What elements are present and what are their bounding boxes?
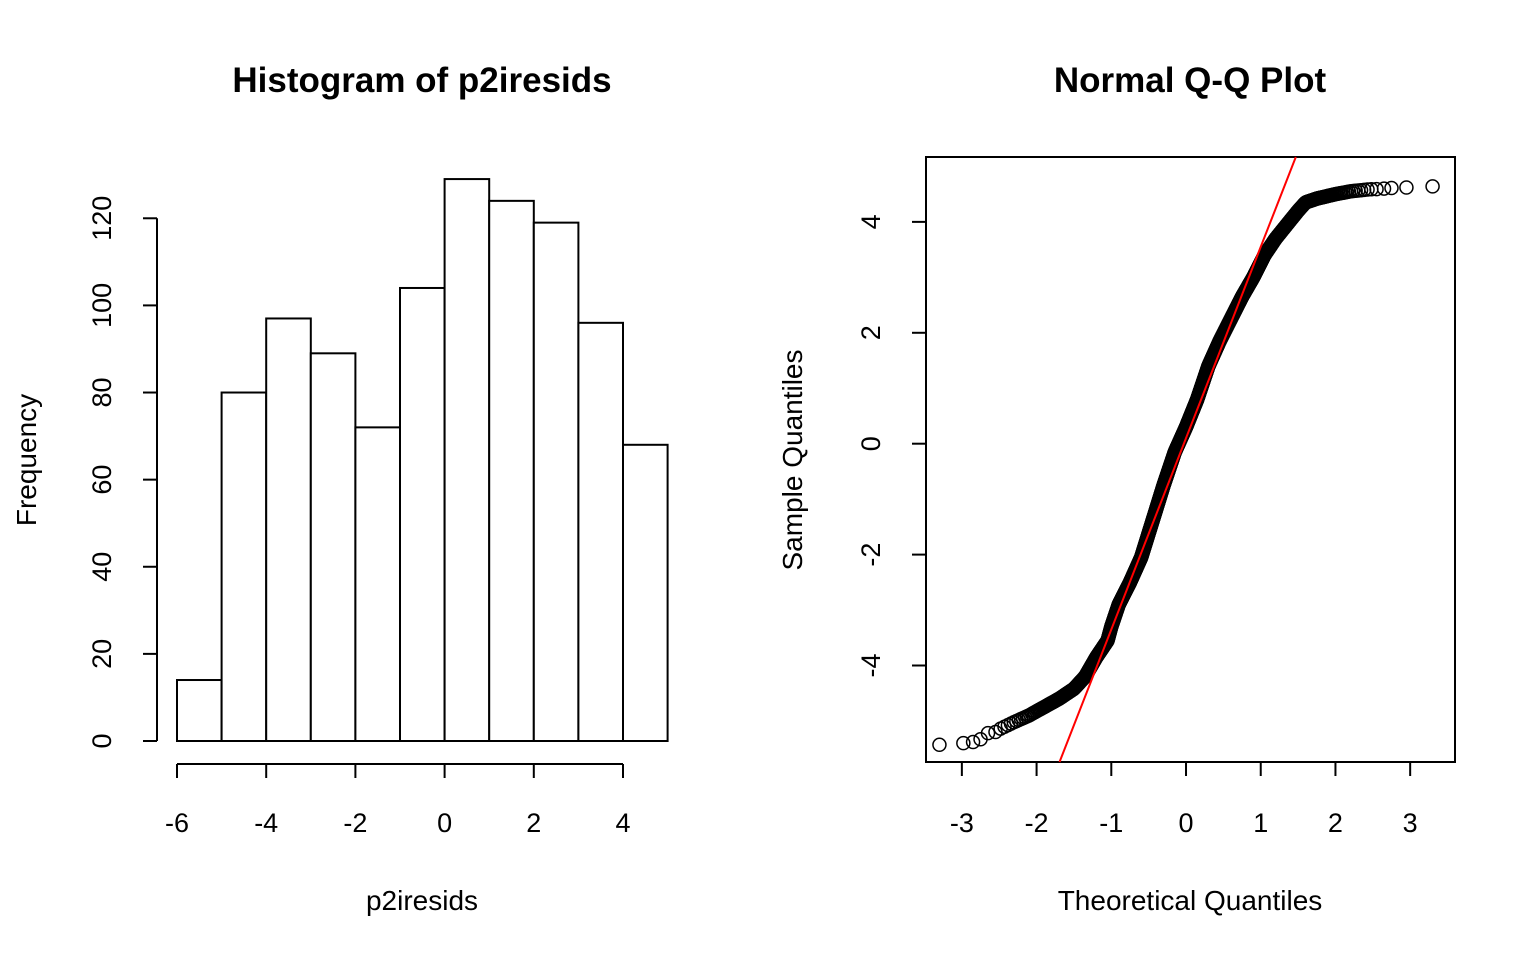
qq-panel: Normal Q-Q Plot -3 -2 -1 0 1 2 3 -4 -2 0 2 4 Theor…: [777, 61, 1456, 916]
qq-y-axis-label: Sample Quantiles: [777, 349, 808, 570]
qq-reference-line: [1058, 156, 1297, 763]
histogram-y-axis-label: Frequency: [11, 394, 42, 526]
histogram-bars: [176, 178, 669, 743]
qq-point: [1376, 181, 1392, 196]
histogram-bar: [488, 199, 535, 742]
histogram-bar: [622, 443, 669, 742]
qq-plot-frame: [925, 156, 1456, 763]
histogram-x-tick-label: -4: [254, 808, 278, 838]
histogram-bar: [532, 221, 580, 743]
qq-x-tick-label: 0: [1179, 808, 1194, 838]
histogram-bar: [399, 286, 446, 742]
qq-point: [1369, 181, 1384, 197]
histogram-title: Histogram of p2iresids: [232, 61, 611, 100]
histogram-bar: [220, 391, 268, 742]
histogram-x-tick-label: -6: [165, 808, 189, 838]
qq-y-tick-label: 4: [856, 214, 886, 229]
qq-title: Normal Q-Q Plot: [1054, 61, 1327, 100]
histogram-x-tick-label: 2: [526, 808, 541, 838]
qq-x-tick-label: -3: [950, 808, 974, 838]
qq-x-tick-label: -1: [1099, 808, 1123, 838]
histogram-y-tick-label: 80: [87, 377, 117, 407]
histogram-x-tick-label: 4: [615, 808, 630, 838]
histogram-bar: [176, 679, 223, 742]
histogram-x-tick-label: 0: [437, 808, 452, 838]
qq-y-tick-label: 0: [856, 436, 886, 451]
histogram-y-tick-label: 120: [87, 196, 117, 241]
qq-x-tick-label: 1: [1253, 808, 1268, 838]
qq-x-tick-label: 3: [1403, 808, 1418, 838]
histogram-panel: Histogram of p2iresids -6 -4 -2 0 2 4 0 20 40 60…: [11, 61, 669, 916]
qq-y-tick-label: -2: [856, 543, 886, 567]
qq-x-tick-label: 2: [1328, 808, 1343, 838]
qq-point: [980, 725, 996, 741]
qq-points: [932, 179, 1440, 753]
histogram-y-tick-label: 100: [87, 283, 117, 328]
histogram-y-axis: 0 20 40 60 80 100 120: [87, 196, 158, 749]
histogram-bar: [309, 352, 357, 742]
histogram-x-axis: -6 -4 -2 0 2 4: [165, 763, 631, 838]
qq-x-axis-label: Theoretical Quantiles: [1058, 885, 1323, 916]
qq-point: [932, 737, 947, 753]
histogram-bar: [443, 178, 491, 743]
histogram-y-tick-label: 0: [87, 733, 117, 748]
qq-point: [1425, 179, 1440, 194]
qq-y-axis: -4 -2 0 2 4: [856, 214, 926, 678]
histogram-y-tick-label: 40: [87, 552, 117, 582]
qq-point: [1399, 180, 1414, 195]
qq-y-tick-label: -4: [856, 654, 886, 678]
qq-point: [956, 735, 971, 751]
histogram-y-tick-label: 20: [87, 639, 117, 669]
histogram-y-tick-label: 60: [87, 465, 117, 495]
histogram-bar: [265, 317, 312, 742]
qq-y-tick-label: 2: [856, 325, 886, 340]
histogram-x-tick-label: -2: [343, 808, 367, 838]
histogram-bar: [577, 321, 625, 742]
qq-x-tick-label: -2: [1025, 808, 1049, 838]
histogram-x-axis-label: p2iresids: [366, 885, 478, 916]
qq-point: [988, 724, 1003, 740]
qq-point: [1360, 182, 1375, 197]
qq-point: [1384, 180, 1399, 196]
qq-x-axis: -3 -2 -1 0 1 2 3: [950, 762, 1418, 838]
histogram-bar: [354, 426, 401, 742]
qq-point: [965, 734, 981, 750]
